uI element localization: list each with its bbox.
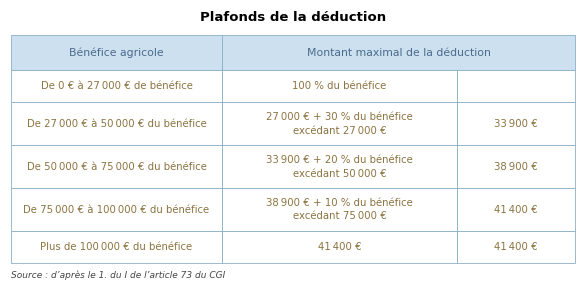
Text: De 75 000 € à 100 000 € du bénéfice: De 75 000 € à 100 000 € du bénéfice (23, 205, 210, 215)
Text: De 50 000 € à 75 000 € du bénéfice: De 50 000 € à 75 000 € du bénéfice (26, 162, 206, 172)
Bar (223, 71, 457, 102)
Bar (457, 71, 575, 102)
Bar (223, 231, 457, 263)
Text: Source : d’après le 1. du I de l’article 73 du CGI: Source : d’après le 1. du I de l’article… (11, 271, 225, 280)
Text: 100 % du bénéfice: 100 % du bénéfice (292, 81, 387, 92)
Bar (457, 145, 575, 188)
Text: 41 400 €: 41 400 € (495, 242, 538, 252)
Text: 41 400 €: 41 400 € (318, 242, 362, 252)
Text: 27 000 € + 30 % du bénéfice
excédant 27 000 €: 27 000 € + 30 % du bénéfice excédant 27 … (266, 112, 413, 136)
Bar (11, 188, 223, 231)
Bar (11, 35, 223, 71)
Bar (457, 231, 575, 263)
Bar (11, 145, 223, 188)
Bar (11, 231, 223, 263)
Bar (223, 188, 457, 231)
Text: 41 400 €: 41 400 € (495, 205, 538, 215)
Bar (457, 188, 575, 231)
Text: 33 900 €: 33 900 € (494, 119, 538, 129)
Bar (223, 35, 575, 71)
Text: Montant maximal de la déduction: Montant maximal de la déduction (307, 48, 491, 58)
Bar (11, 71, 223, 102)
Bar (457, 102, 575, 145)
Text: De 27 000 € à 50 000 € du bénéfice: De 27 000 € à 50 000 € du bénéfice (26, 119, 206, 129)
Bar (223, 145, 457, 188)
Text: Bénéfice agricole: Bénéfice agricole (69, 47, 163, 58)
Text: 38 900 € + 10 % du bénéfice
excédant 75 000 €: 38 900 € + 10 % du bénéfice excédant 75 … (266, 198, 413, 222)
Bar (11, 102, 223, 145)
Bar (223, 102, 457, 145)
Text: Plafonds de la déduction: Plafonds de la déduction (200, 11, 386, 24)
Text: 38 900 €: 38 900 € (494, 162, 538, 172)
Text: De 0 € à 27 000 € de bénéfice: De 0 € à 27 000 € de bénéfice (40, 81, 192, 92)
Text: 33 900 € + 20 % du bénéfice
excédant 50 000 €: 33 900 € + 20 % du bénéfice excédant 50 … (266, 155, 413, 178)
Text: Plus de 100 000 € du bénéfice: Plus de 100 000 € du bénéfice (40, 242, 193, 252)
